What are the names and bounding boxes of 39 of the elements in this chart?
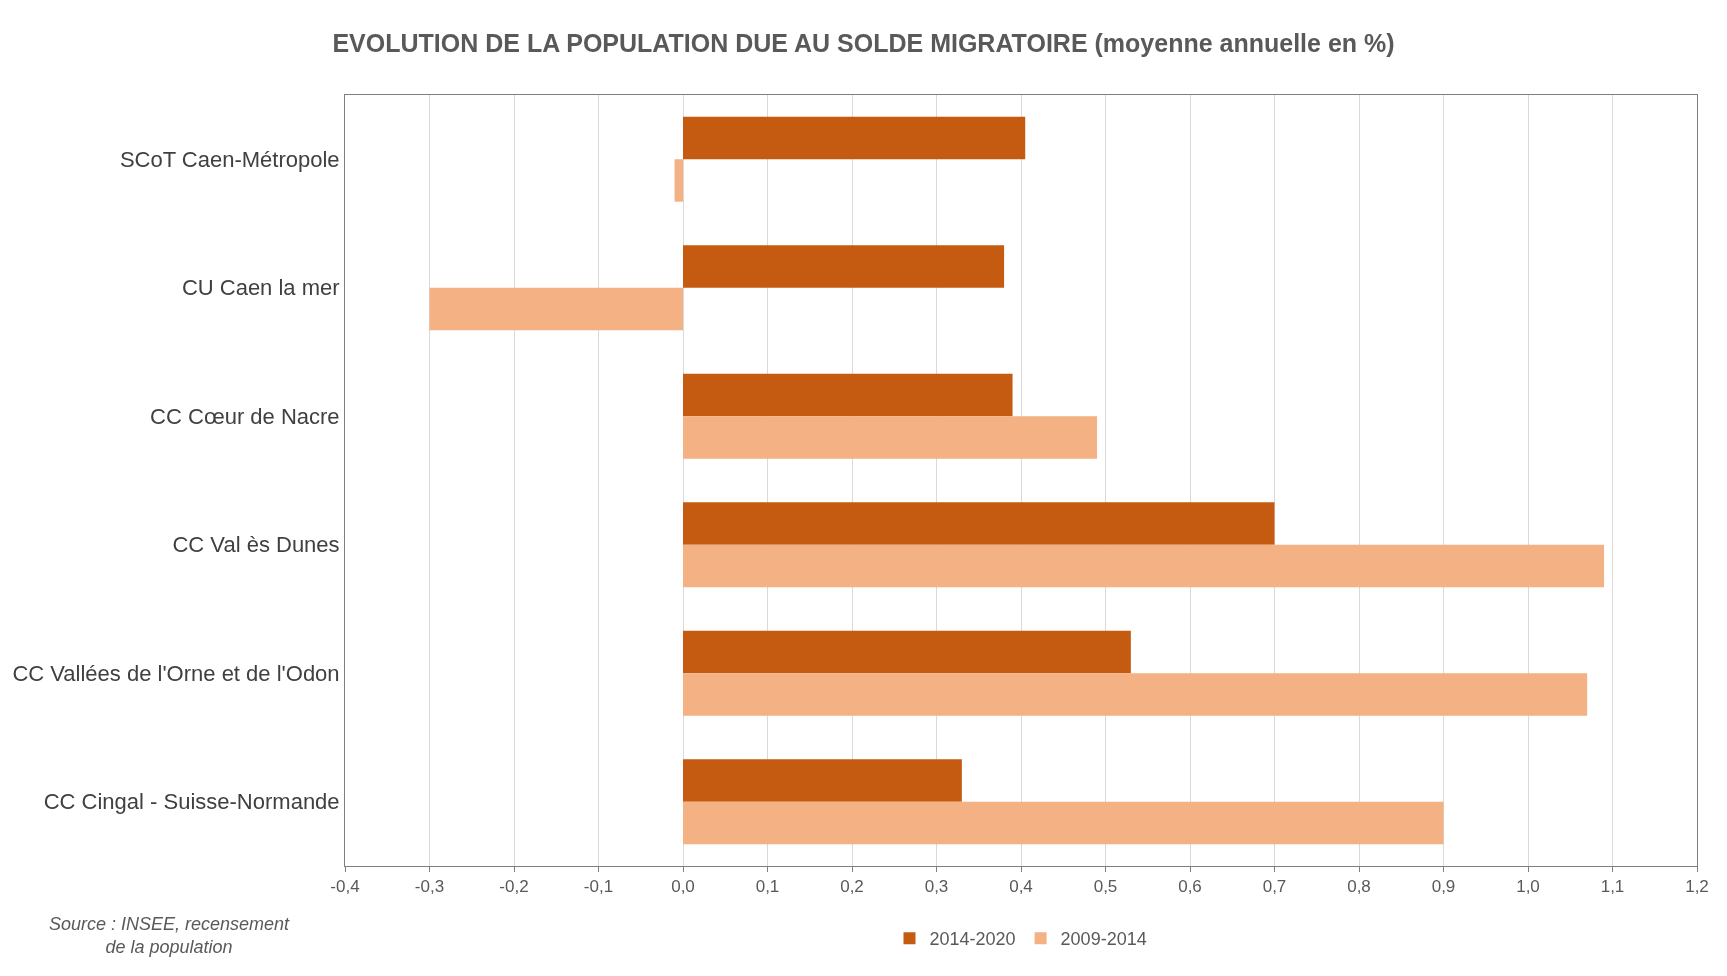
- x-tick-label: 0,1: [755, 877, 780, 897]
- x-tick-label: -0,3: [414, 877, 445, 897]
- x-tick-label: -0,2: [499, 877, 529, 897]
- bar: [674, 159, 683, 202]
- x-tick-label: 0,5: [1093, 877, 1118, 897]
- bar: [683, 502, 1275, 545]
- x-tick-label: 0,6: [1178, 877, 1202, 897]
- x-tick-label: 0,9: [1431, 877, 1456, 897]
- bar: [683, 759, 962, 802]
- y-tick-label: CC Vallées de l'Orne et de l'Odon: [12, 660, 340, 686]
- y-tick-label: SCoT Caen-Métropole: [119, 146, 340, 172]
- x-tick-label: 1,1: [1600, 877, 1625, 897]
- legend-label: 2009-2014: [1060, 929, 1147, 950]
- bar: [683, 673, 1588, 716]
- bar: [429, 287, 683, 331]
- x-tick-label: 0,0: [671, 877, 695, 897]
- bar: [683, 544, 1605, 588]
- y-tick-label: CU Caen la mer: [181, 275, 340, 301]
- x-tick-label: -0,4: [330, 877, 360, 897]
- y-tick-label: CC Cœur de Nacre: [150, 403, 340, 429]
- y-tick-label: CC Cingal - Suisse-Normande: [43, 789, 340, 815]
- x-tick-label: -0,1: [583, 877, 614, 897]
- bar: [683, 373, 1013, 417]
- source-note: Source : INSEE, recensement de la population: [49, 914, 291, 958]
- x-tick-label: 0,7: [1262, 877, 1287, 897]
- x-tick-label: 0,2: [840, 877, 864, 897]
- bar: [683, 801, 1444, 845]
- x-tick-label: 0,4: [1009, 877, 1033, 897]
- bar: [683, 116, 1026, 160]
- x-tick-label: 1,2: [1685, 877, 1709, 897]
- bar: [683, 245, 1005, 288]
- x-tick-label: 1,0: [1516, 877, 1540, 897]
- x-tick-label: 0,3: [924, 877, 949, 897]
- y-tick-label: CC Val ès Dunes: [172, 532, 340, 558]
- bar: [683, 630, 1131, 674]
- chart-title: EVOLUTION DE LA POPULATION DUE AU SOLDE MIGRATOIRE (moyenne annuelle en %): [332, 28, 1395, 57]
- legend-label: 2014-2020: [929, 929, 1016, 950]
- x-tick-label: 0,8: [1347, 877, 1371, 897]
- bar: [683, 416, 1098, 459]
